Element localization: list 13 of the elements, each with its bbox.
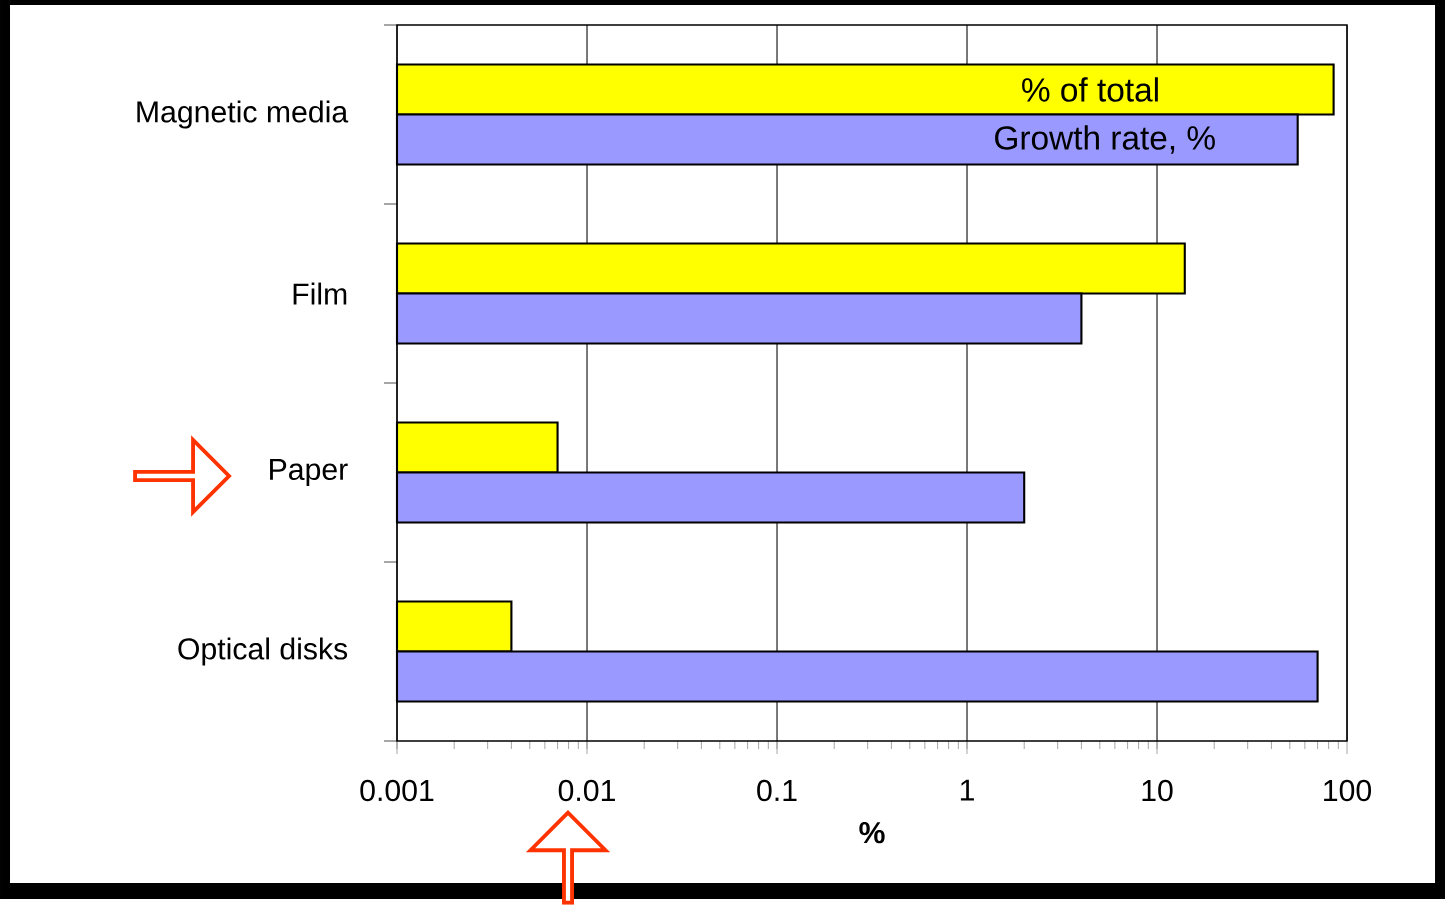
x-tick-label: 1 xyxy=(960,779,974,801)
series-label: Growth rate, % xyxy=(995,125,1215,154)
x-tick-label: 0.01 xyxy=(558,779,615,802)
y-tick-label: Optical disks xyxy=(178,637,348,666)
x-axis-title: % xyxy=(859,822,885,844)
y-tick-label: Film xyxy=(293,282,347,305)
x-tick-label: 10 xyxy=(1142,779,1173,802)
series-label: % of total xyxy=(1022,77,1158,102)
x-tick-label: 0.1 xyxy=(757,779,797,802)
y-tick-label: Paper xyxy=(270,459,348,487)
x-tick-label: 100 xyxy=(1324,779,1372,802)
x-tick-label: 0.001 xyxy=(360,779,434,802)
y-tick-label: Magnetic media xyxy=(137,100,349,129)
